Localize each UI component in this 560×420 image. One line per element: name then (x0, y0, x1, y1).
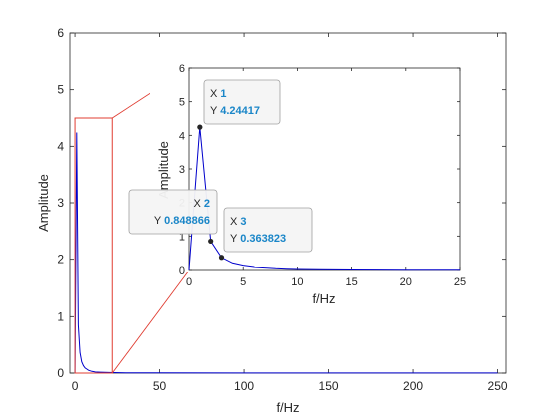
datatip-marker[interactable] (218, 255, 225, 261)
main-x-tick-label: 50 (153, 379, 167, 393)
main-x-axis-label: f/Hz (276, 400, 299, 415)
datatip-1[interactable]: X 1Y 4.24417 (197, 79, 281, 130)
datatip-3[interactable]: X 3Y 0.363823 (218, 207, 313, 261)
zoom-connector-bottom (111, 269, 190, 374)
inset-spectrum-line (188, 127, 460, 271)
datatip-box (203, 79, 281, 125)
zoom-region-box (74, 117, 113, 374)
datatip-x-value: 1 (220, 88, 226, 100)
main-y-tick-label: 0 (57, 366, 64, 380)
datatip-y-value: 4.24417 (220, 105, 260, 117)
datatip-y-line: Y 0.848866 (154, 215, 210, 227)
datatip-x-label: X (230, 216, 240, 228)
main-x-tick-label: 250 (488, 379, 508, 393)
inset-y-tick-label: 5 (179, 97, 185, 109)
datatip-y-label: Y (230, 233, 240, 245)
inset-x-tick-label: 20 (400, 276, 412, 288)
inset-x-tick-label: 10 (291, 276, 303, 288)
datatip-x-line: X 1 (210, 88, 227, 100)
datatip-x-value: 2 (204, 198, 210, 210)
main-y-tick-label: 1 (57, 309, 64, 323)
inset-y-axis-label: Amplitude (156, 141, 171, 199)
main-x-tick-label: 100 (234, 379, 254, 393)
inset-y-label-clip: Amplitude (156, 141, 171, 199)
inset-x-tick-label: 0 (186, 276, 192, 288)
datatip-y-value: 0.363823 (240, 233, 286, 245)
inset-y-tick-label: 1 (179, 231, 185, 243)
datatip-x-label: X (210, 88, 220, 100)
datatip-marker[interactable] (208, 238, 214, 245)
inset-y-tick-label: 6 (179, 63, 185, 75)
datatip-marker[interactable] (197, 124, 203, 130)
main-y-tick-label: 5 (57, 83, 64, 97)
main-spectrum-line (74, 132, 498, 374)
main-y-tick-label: 6 (57, 26, 64, 40)
inset-y-tick-label: 3 (179, 164, 185, 176)
datatip-x-value: 3 (240, 216, 246, 228)
inset-x-tick-label: 25 (454, 276, 466, 288)
main-x-tick-label: 0 (72, 379, 79, 393)
datatip-box (128, 189, 218, 235)
main-y-tick-label: 4 (57, 139, 64, 153)
main-x-tick-label: 150 (319, 379, 339, 393)
datatip-y-label: Y (154, 215, 164, 227)
main-y-axis-label: Amplitude (36, 174, 51, 232)
inset-y-tick-label: 4 (179, 130, 185, 142)
inset-x-axis-label: f/Hz (312, 291, 335, 306)
inset-x-tick-label: 5 (240, 276, 246, 288)
datatip-box (223, 207, 313, 253)
datatip-x-label: X (193, 198, 203, 210)
inset-x-tick-label: 15 (345, 276, 357, 288)
main-y-tick-label: 2 (57, 253, 64, 267)
datatip-2[interactable]: X 2 Y 0.848866 (128, 189, 218, 245)
datatip-y-value: 0.848866 (164, 215, 210, 227)
datatip-y-label: Y (210, 105, 220, 117)
datatip-x-line: X 3 (230, 216, 247, 228)
datatip-y-line: Y 4.24417 (210, 105, 260, 117)
inset-y-tick-label: 0 (179, 265, 185, 277)
main-x-tick-label: 200 (403, 379, 423, 393)
datatip-x-line: X 2 (193, 198, 210, 210)
datatip-y-line: Y 0.363823 (230, 233, 286, 245)
main-y-tick-label: 3 (57, 196, 64, 210)
